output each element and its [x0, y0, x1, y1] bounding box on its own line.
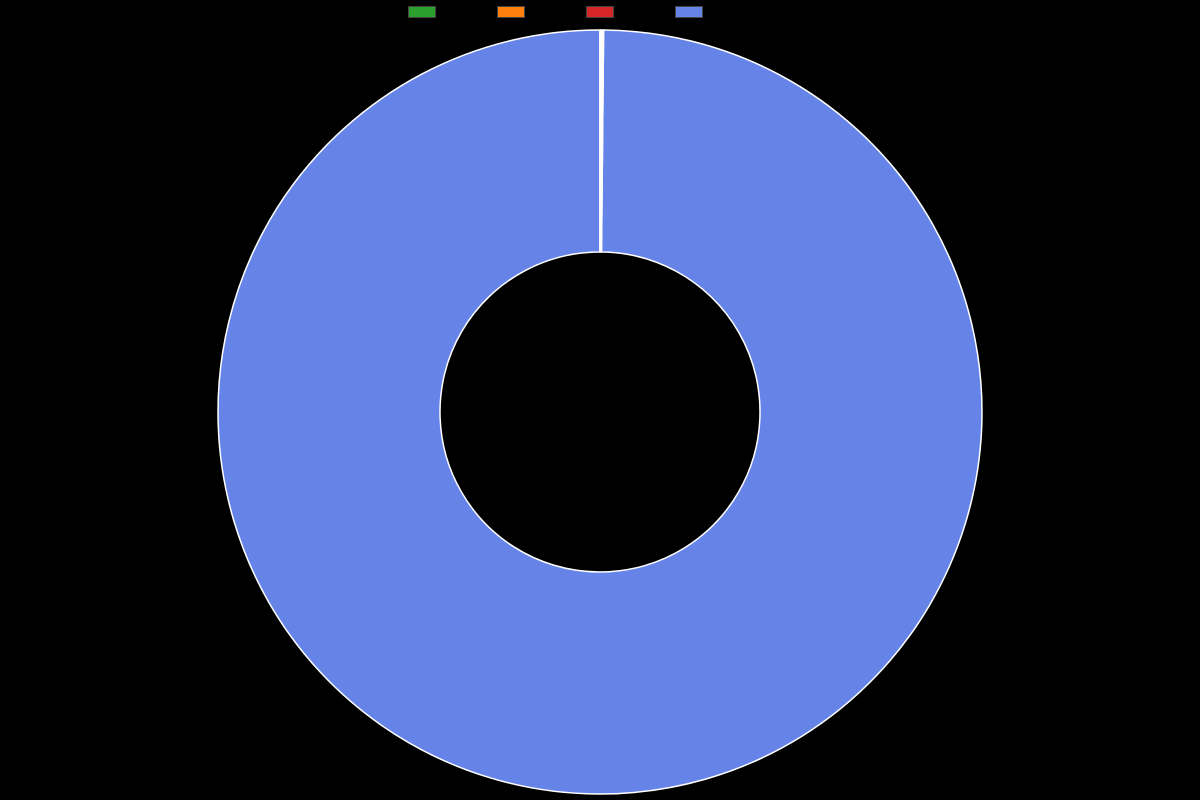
donut-chart-svg [0, 0, 1200, 800]
chart-container [0, 0, 1200, 800]
donut-chart-area [0, 0, 1200, 800]
